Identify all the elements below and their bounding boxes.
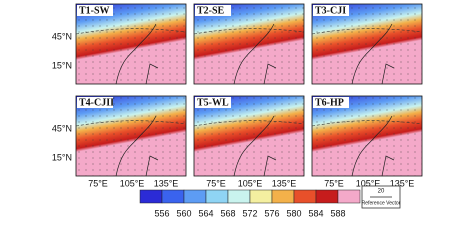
reference-value: 20 xyxy=(378,189,385,195)
contour xyxy=(311,28,423,35)
lon-label: 75°E xyxy=(88,178,108,188)
contour xyxy=(193,28,305,35)
panel-title: T6-HP xyxy=(315,97,344,108)
colorbar-label: 580 xyxy=(286,208,301,218)
vector-field xyxy=(312,4,422,84)
title-bg xyxy=(313,5,349,16)
vector-field xyxy=(194,4,304,84)
panel-title: T1-SW xyxy=(79,5,110,16)
lon-label: 135°E xyxy=(390,178,415,188)
title-bg xyxy=(195,5,231,16)
contour xyxy=(311,120,423,127)
reference-label: Reference Vector xyxy=(362,200,401,206)
colorbar-swatch xyxy=(315,189,339,204)
lat-label: 45°N xyxy=(52,123,72,133)
panel-frame xyxy=(311,3,423,85)
title-bg xyxy=(313,97,349,108)
lat-label: 15°N xyxy=(52,60,72,70)
coastline xyxy=(233,23,277,85)
contour xyxy=(75,120,187,127)
lon-label: 105°E xyxy=(356,178,381,188)
lon-label: 75°E xyxy=(324,178,344,188)
panel-title: T5-WL xyxy=(197,97,229,108)
colorbar-swatch xyxy=(205,189,229,204)
title-bg xyxy=(77,97,113,108)
panel-frame xyxy=(193,95,305,177)
coastline xyxy=(351,23,395,85)
panel-frame xyxy=(75,3,187,85)
vector-field xyxy=(194,96,304,176)
lon-label: 75°E xyxy=(206,178,226,188)
colorbar-label: 568 xyxy=(220,208,235,218)
coastline xyxy=(233,115,277,177)
colorbar-swatch xyxy=(183,189,207,204)
coastline xyxy=(351,115,395,177)
vector-field xyxy=(76,96,186,176)
contour xyxy=(193,120,305,127)
colorbar-swatch xyxy=(271,189,295,204)
contour xyxy=(75,28,187,35)
reference-vector: 20 Reference Vector xyxy=(361,185,401,209)
colorbar-label: 584 xyxy=(308,208,323,218)
panel-frame xyxy=(193,3,305,85)
vector-field xyxy=(312,96,422,176)
lon-label: 135°E xyxy=(154,178,179,188)
lon-label: 105°E xyxy=(238,178,263,188)
colorbar-swatch xyxy=(249,189,273,204)
panel-frame xyxy=(75,95,187,177)
colorbar-label: 572 xyxy=(242,208,257,218)
colorbar-label: 576 xyxy=(264,208,279,218)
lon-label: 135°E xyxy=(272,178,297,188)
panel-frame xyxy=(311,95,423,177)
figure: T1-SW 45°N 15°N T2-SE T3-CJI T4-CJII 45°N 15°N 7… xyxy=(52,3,423,218)
colorbar-label: 556 xyxy=(154,208,169,218)
coastline xyxy=(115,23,159,85)
panel-title: T2-SE xyxy=(197,5,225,16)
colorbar-swatch xyxy=(337,189,361,204)
colorbar-swatch xyxy=(293,189,317,204)
panel-title: T3-CJI xyxy=(315,5,346,16)
colorbar-label: 588 xyxy=(330,208,345,218)
lat-label: 15°N xyxy=(52,152,72,162)
colorbar-swatch xyxy=(139,189,163,204)
title-bg xyxy=(195,97,231,108)
colorbar-label: 564 xyxy=(198,208,213,218)
colorbar-swatch xyxy=(227,189,251,204)
lon-label: 105°E xyxy=(120,178,145,188)
colorbar-label: 560 xyxy=(176,208,191,218)
coastline xyxy=(115,115,159,177)
colorbar-swatch xyxy=(161,189,185,204)
lat-label: 45°N xyxy=(52,31,72,41)
title-bg xyxy=(77,5,113,16)
panel-title: T4-CJII xyxy=(79,97,114,108)
vector-field xyxy=(76,4,186,84)
